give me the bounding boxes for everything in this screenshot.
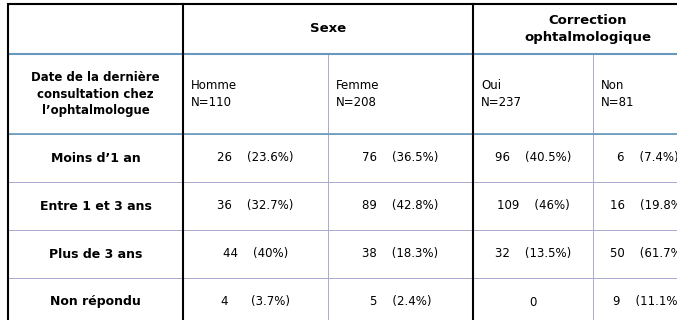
Text: 26    (23.6%): 26 (23.6%): [217, 151, 294, 164]
Text: Non
N=81: Non N=81: [601, 79, 634, 109]
Text: Non répondu: Non répondu: [50, 295, 141, 308]
Bar: [183, 230, 328, 278]
Bar: [328, 182, 473, 230]
Text: Correction
ophtalmologique: Correction ophtalmologique: [525, 14, 651, 44]
Text: 16    (19.8%): 16 (19.8%): [610, 199, 677, 212]
Bar: [183, 54, 328, 134]
Bar: [8, 4, 183, 54]
Bar: [328, 134, 473, 182]
Text: 38    (18.3%): 38 (18.3%): [362, 247, 439, 260]
Bar: [183, 182, 328, 230]
Text: 5    (2.4%): 5 (2.4%): [370, 295, 431, 308]
Text: 0: 0: [529, 295, 537, 308]
Bar: [183, 4, 473, 54]
Bar: [473, 230, 593, 278]
Bar: [328, 230, 473, 278]
Text: 32    (13.5%): 32 (13.5%): [495, 247, 571, 260]
Text: Moins d’1 an: Moins d’1 an: [51, 151, 140, 164]
Text: 109    (46%): 109 (46%): [497, 199, 569, 212]
Bar: [593, 54, 677, 134]
Bar: [8, 230, 183, 278]
Bar: [8, 54, 183, 134]
Bar: [473, 278, 593, 320]
Text: 36    (32.7%): 36 (32.7%): [217, 199, 294, 212]
Text: Oui
N=237: Oui N=237: [481, 79, 522, 109]
Text: Date de la dernière
consultation chez
l’ophtalmologue: Date de la dernière consultation chez l’…: [31, 71, 160, 117]
Text: Homme
N=110: Homme N=110: [191, 79, 237, 109]
Bar: [473, 134, 593, 182]
Text: 44    (40%): 44 (40%): [223, 247, 288, 260]
Bar: [8, 278, 183, 320]
Text: 6    (7.4%): 6 (7.4%): [617, 151, 677, 164]
Bar: [328, 278, 473, 320]
Text: 76    (36.5%): 76 (36.5%): [362, 151, 439, 164]
Text: 9    (11.1%): 9 (11.1%): [613, 295, 677, 308]
Text: Entre 1 et 3 ans: Entre 1 et 3 ans: [39, 199, 152, 212]
Bar: [593, 182, 677, 230]
Bar: [183, 134, 328, 182]
Text: 4      (3.7%): 4 (3.7%): [221, 295, 290, 308]
Text: Sexe: Sexe: [310, 22, 346, 36]
Bar: [593, 278, 677, 320]
Bar: [473, 54, 593, 134]
Text: 89    (42.8%): 89 (42.8%): [362, 199, 439, 212]
Text: 96    (40.5%): 96 (40.5%): [495, 151, 571, 164]
Text: 50    (61.7%): 50 (61.7%): [610, 247, 677, 260]
Text: Plus de 3 ans: Plus de 3 ans: [49, 247, 142, 260]
Bar: [593, 134, 677, 182]
Bar: [473, 4, 677, 54]
Bar: [593, 230, 677, 278]
Bar: [183, 278, 328, 320]
Text: Femme
N=208: Femme N=208: [336, 79, 380, 109]
Bar: [328, 54, 473, 134]
Bar: [8, 134, 183, 182]
Bar: [473, 182, 593, 230]
Bar: [8, 182, 183, 230]
